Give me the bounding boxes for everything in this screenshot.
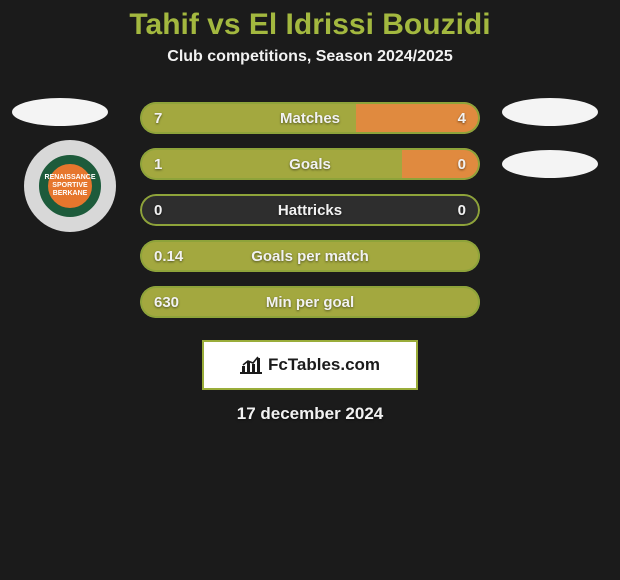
stat-label: Goals (289, 156, 331, 173)
stat-label: Goals per match (251, 248, 369, 265)
club-badge-line2: BERKANE (53, 190, 88, 197)
comparison-card: Tahif vs El Idrissi Bouzidi Club competi… (0, 0, 620, 580)
stat-label: Min per goal (266, 294, 354, 311)
stat-label: Hattricks (278, 202, 342, 219)
stat-row-4: 630 Min per goal (140, 286, 480, 318)
subtitle: Club competitions, Season 2024/2025 (0, 48, 620, 66)
stat-value-left: 1 (154, 156, 162, 173)
club-badge-inner: RENAISSANCE SPORTIVE BERKANE (39, 155, 101, 217)
player-shape-left-1 (12, 98, 108, 126)
page-title: Tahif vs El Idrissi Bouzidi (0, 0, 620, 42)
brand-text: FcTables.com (268, 355, 380, 375)
stat-bars: 7 Matches 4 1 Goals 0 0 Hattricks 0 0.14 Goals per… (140, 102, 480, 318)
stat-value-left: 0.14 (154, 248, 183, 265)
stat-label: Matches (280, 110, 340, 127)
club-badge-line1: RENAISSANCE SPORTIVE (45, 174, 96, 189)
stat-row-3: 0.14 Goals per match (140, 240, 480, 272)
stat-value-right: 4 (458, 110, 466, 127)
footer-date: 17 december 2024 (0, 404, 620, 424)
stat-row-2: 0 Hattricks 0 (140, 194, 480, 226)
brand-box: FcTables.com (202, 340, 418, 390)
player-shape-right-2 (502, 150, 598, 178)
stat-value-left: 0 (154, 202, 162, 219)
stat-row-1: 1 Goals 0 (140, 148, 480, 180)
stat-value-right: 0 (458, 202, 466, 219)
club-badge: RENAISSANCE SPORTIVE BERKANE (24, 140, 116, 232)
chart-icon (240, 356, 262, 374)
content-area: RENAISSANCE SPORTIVE BERKANE 7 Matches 4 1 G… (0, 102, 620, 424)
stat-fill-right (402, 148, 480, 180)
club-badge-text: RENAISSANCE SPORTIVE BERKANE (45, 174, 96, 197)
stat-value-left: 630 (154, 294, 179, 311)
stat-value-right: 0 (458, 156, 466, 173)
player-shape-right-1 (502, 98, 598, 126)
stat-value-left: 7 (154, 110, 162, 127)
stat-fill-left (140, 148, 402, 180)
stat-row-0: 7 Matches 4 (140, 102, 480, 134)
